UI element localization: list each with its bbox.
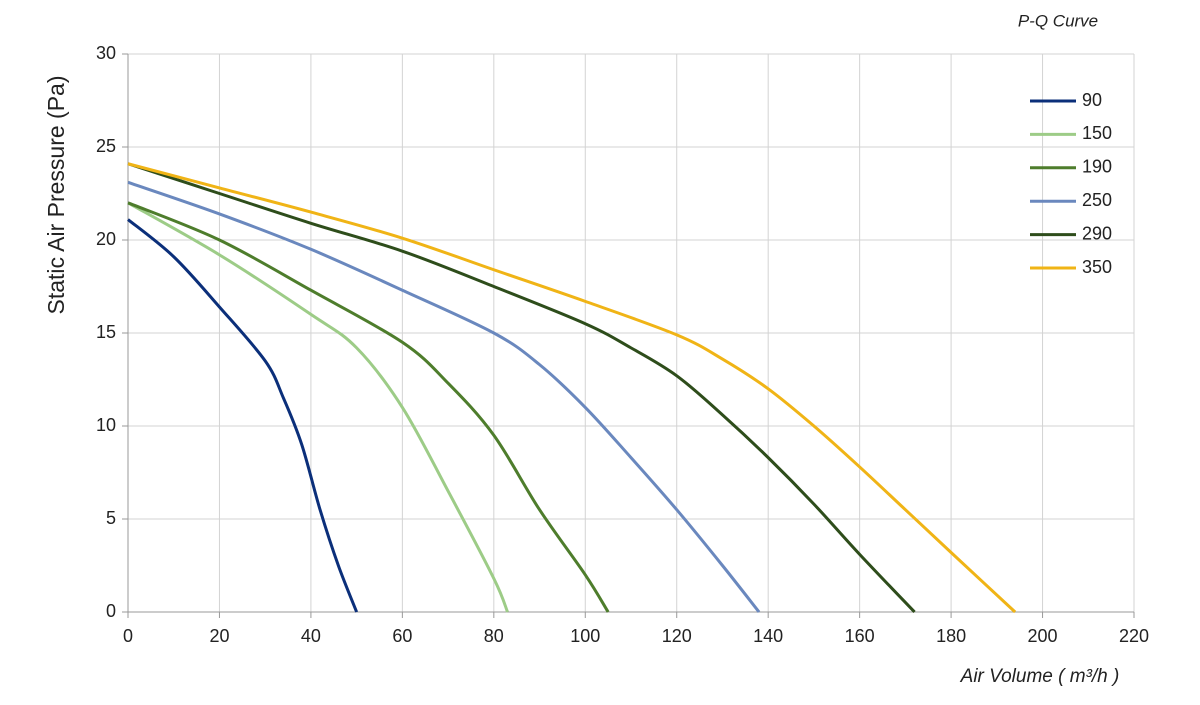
series-line [127,218,359,613]
chart-title: P-Q Curve [1018,11,1098,30]
legend-label: 190 [1082,157,1112,177]
y-tick-label: 0 [106,601,116,621]
x-tick-label: 160 [845,626,875,646]
series-line [127,201,509,613]
y-tick-label: 30 [96,43,116,63]
x-axis-label: Air Volume ( m³/h ) [960,666,1120,687]
x-tick-label: 80 [484,626,504,646]
legend-label: 350 [1082,257,1112,277]
series-line [127,162,916,614]
x-tick-label: 100 [570,626,600,646]
y-tick-label: 15 [96,322,116,342]
x-tick-label: 60 [392,626,412,646]
series-line [127,180,761,613]
y-tick-label: 25 [96,136,116,156]
y-tick-label: 10 [96,415,116,435]
legend-label: 150 [1082,123,1112,143]
series-line [127,162,1017,614]
legend-label: 290 [1082,223,1112,243]
x-tick-label: 40 [301,626,321,646]
x-tick-label: 0 [123,626,133,646]
x-tick-label: 220 [1119,626,1149,646]
x-tick-label: 180 [936,626,966,646]
legend-label: 250 [1082,190,1112,210]
x-tick-label: 20 [209,626,229,646]
x-tick-label: 120 [662,626,692,646]
x-tick-label: 140 [753,626,783,646]
series-line [127,201,610,613]
y-tick-label: 20 [96,229,116,249]
y-tick-label: 5 [106,508,116,528]
y-axis-label: Static Air Pressure (Pa) [43,75,69,314]
legend-label: 90 [1082,90,1102,110]
x-tick-label: 200 [1028,626,1058,646]
